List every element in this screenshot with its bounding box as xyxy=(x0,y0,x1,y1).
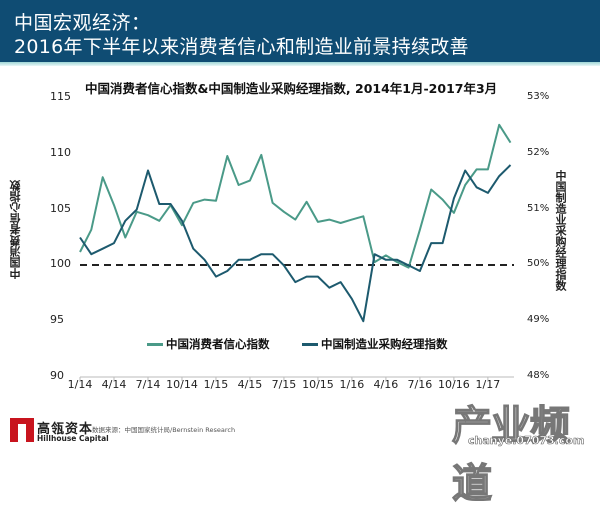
x-axis-tick-marks xyxy=(79,377,489,381)
right-axis-label: 中国制造业采购经理指数 xyxy=(554,170,567,291)
hillhouse-logo-icon xyxy=(10,418,34,442)
logo-chinese-name: 高瓴资本 xyxy=(37,422,94,437)
page-title-line1: 中国宏观经济： xyxy=(14,12,151,34)
left-axis-tick: 105 xyxy=(50,201,71,215)
x-axis-tick: 10/16 xyxy=(438,378,470,391)
legend-label-cci: 中国消费者信心指数 xyxy=(166,337,270,351)
left-axis-tick: 100 xyxy=(50,257,71,271)
page-title-line2: 2016年下半年以来消费者信心和制造业前景持续改善 xyxy=(14,36,469,58)
x-axis-tick: 7/15 xyxy=(271,378,297,391)
logo-english-name: Hillhouse Capital xyxy=(37,434,109,443)
x-axis-tick: 1/15 xyxy=(203,378,229,391)
left-axis-tick: 115 xyxy=(50,90,71,103)
x-axis-tick: 1/17 xyxy=(475,378,501,391)
cci-series-line xyxy=(79,123,512,269)
left-axis-tick: 95 xyxy=(50,313,64,327)
x-axis-tick: 4/15 xyxy=(237,378,263,391)
legend-swatch-cci xyxy=(147,342,163,346)
x-axis-tick: 7/14 xyxy=(135,378,161,391)
chart-title: 中国消费者信心指数&中国制造业采购经理指数, 2014年1月-2017年3月 xyxy=(85,81,498,96)
x-axis-tick: 4/16 xyxy=(373,378,399,391)
x-axis-tick: 10/15 xyxy=(302,378,334,391)
right-axis-tick: 51% xyxy=(527,202,550,214)
legend-label-pmi: 中国制造业采购经理指数 xyxy=(321,337,448,351)
chart-plot-area xyxy=(79,123,514,381)
x-axis-tick: 10/14 xyxy=(166,378,198,391)
legend-item-pmi: 中国制造业采购经理指数 xyxy=(302,336,448,352)
legend-swatch-pmi xyxy=(302,342,318,346)
watermark-url: chanye.07073.com xyxy=(468,434,585,448)
data-source-note: 数据来源：中国国家统计局/Bernstein Research xyxy=(92,426,236,434)
watermark-text: 产业频道 xyxy=(451,402,570,507)
header-banner: 中国宏观经济： 2016年下半年以来消费者信心和制造业前景持续改善 xyxy=(0,0,600,64)
right-axis-tick: 52% xyxy=(527,146,550,158)
pmi-series-line xyxy=(79,164,512,323)
right-axis-tick: 53% xyxy=(527,91,550,102)
right-axis-tick: 49% xyxy=(527,314,550,326)
x-axis-tick: 1/14 xyxy=(67,378,93,391)
right-axis-tick: 48% xyxy=(527,370,550,381)
x-axis-tick: 7/16 xyxy=(407,378,433,391)
left-axis-tick: 110 xyxy=(50,145,71,159)
x-axis-tick: 1/16 xyxy=(339,378,365,391)
header-divider xyxy=(0,62,600,66)
right-axis-tick: 50% xyxy=(527,258,550,270)
legend-item-cci: 中国消费者信心指数 xyxy=(147,336,270,352)
x-axis-tick: 4/14 xyxy=(101,378,127,391)
left-axis-tick: 90 xyxy=(50,369,64,382)
